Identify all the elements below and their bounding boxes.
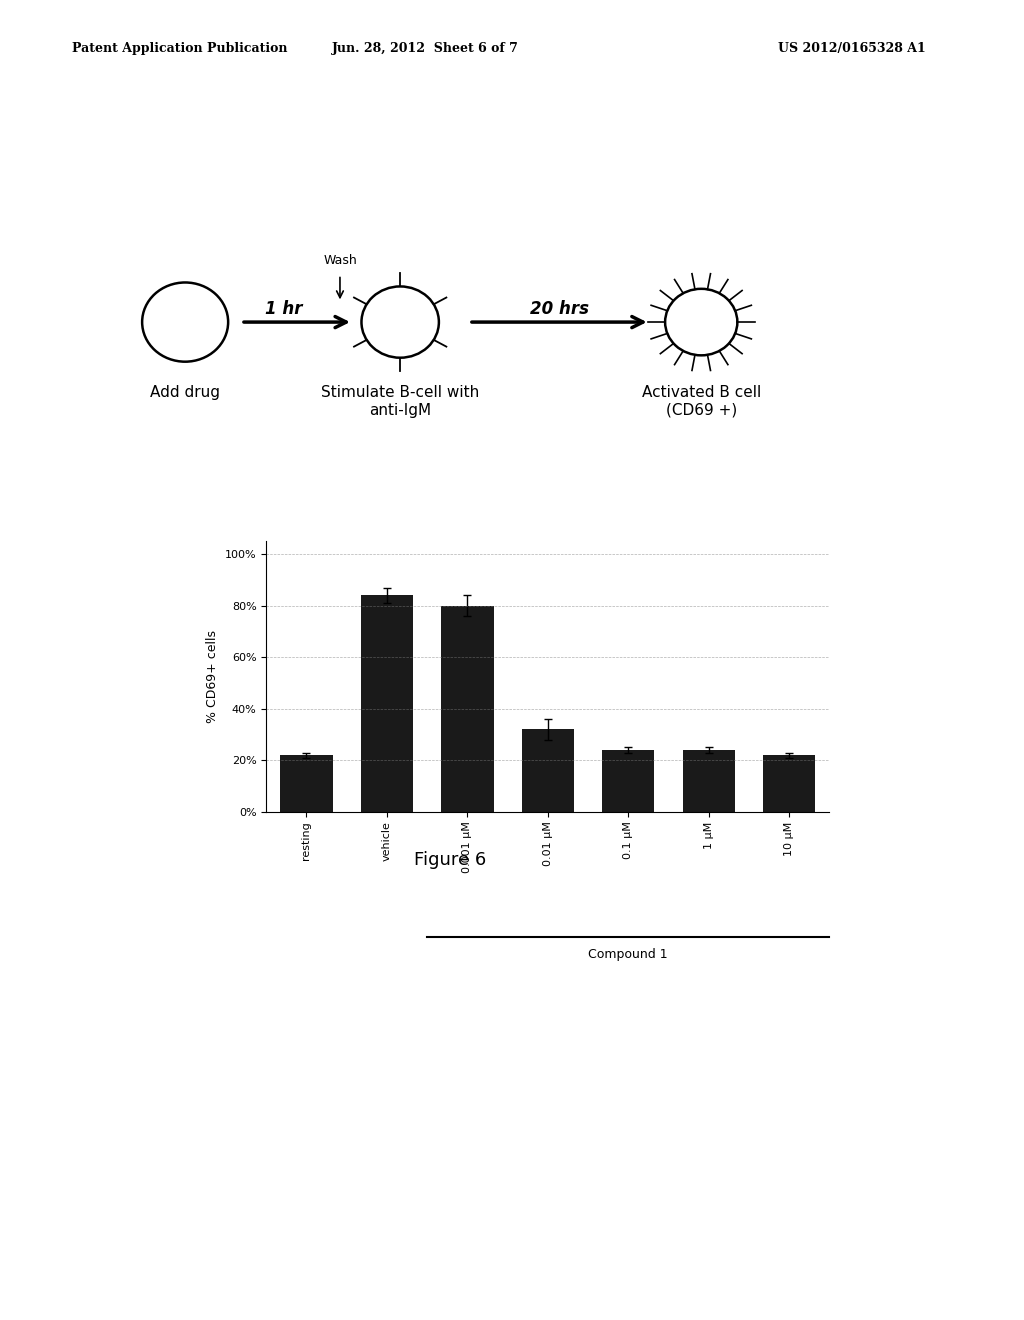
Bar [602, 750, 654, 812]
Text: Wash: Wash [324, 253, 356, 267]
Bar [763, 755, 815, 812]
Text: US 2012/0165328 A1: US 2012/0165328 A1 [778, 42, 926, 55]
Text: 20 hrs: 20 hrs [529, 300, 589, 318]
Bar [441, 606, 494, 812]
Text: Patent Application Publication: Patent Application Publication [72, 42, 287, 55]
Text: Activated B cell
(CD69 +): Activated B cell (CD69 +) [642, 385, 761, 418]
Text: 1 hr: 1 hr [265, 300, 303, 318]
Bar [360, 595, 413, 812]
Y-axis label: % CD69+ cells: % CD69+ cells [207, 630, 219, 723]
Text: Compound 1: Compound 1 [589, 948, 668, 961]
Bar [521, 730, 574, 812]
Text: Figure 6: Figure 6 [415, 851, 486, 870]
Bar [281, 755, 333, 812]
Text: Stimulate B-cell with
anti-IgM: Stimulate B-cell with anti-IgM [322, 385, 479, 418]
Bar [683, 750, 735, 812]
Text: Jun. 28, 2012  Sheet 6 of 7: Jun. 28, 2012 Sheet 6 of 7 [332, 42, 518, 55]
Text: Add drug: Add drug [151, 385, 220, 400]
